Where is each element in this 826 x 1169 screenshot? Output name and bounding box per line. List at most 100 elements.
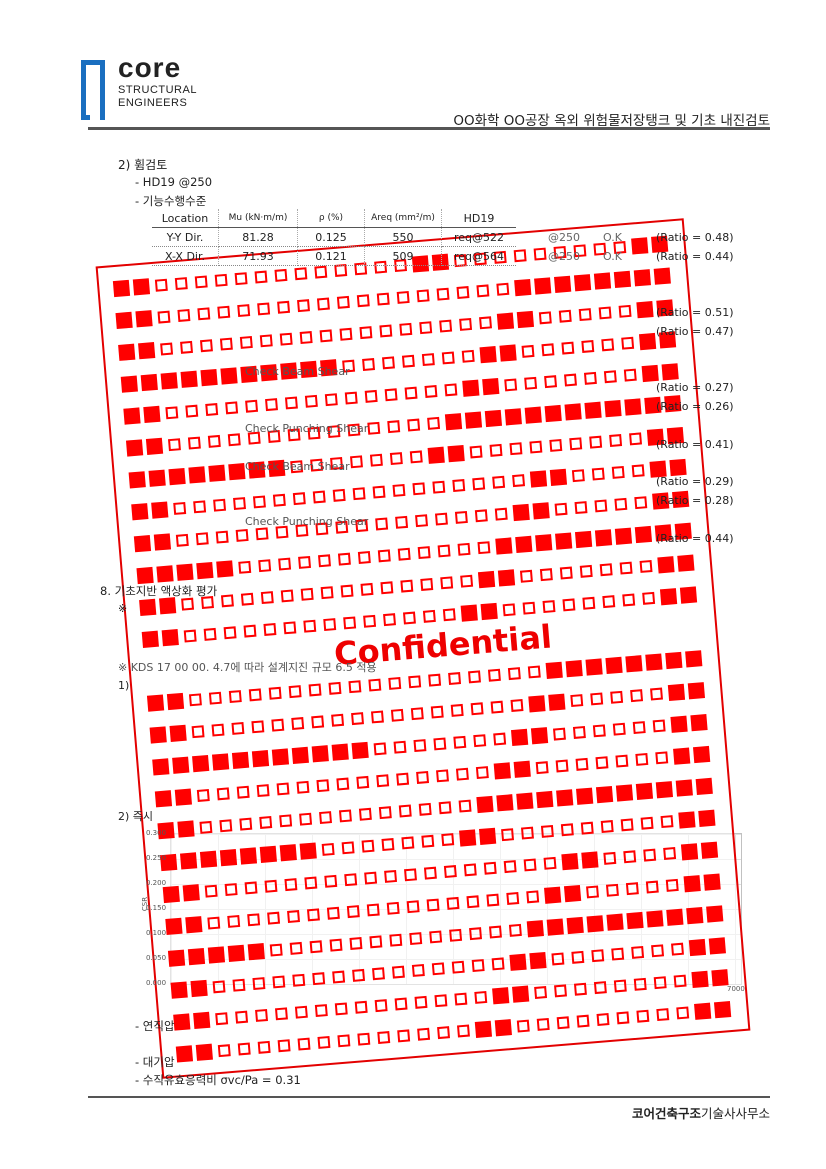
redaction-square bbox=[314, 1004, 328, 1018]
redaction-square bbox=[593, 272, 612, 290]
th-rho: ρ (%) bbox=[297, 209, 365, 228]
redaction-square bbox=[239, 335, 253, 349]
redaction-square bbox=[312, 490, 326, 504]
redaction-square bbox=[139, 598, 157, 617]
redaction-square bbox=[544, 404, 562, 423]
redaction-square bbox=[460, 604, 478, 622]
redaction-square bbox=[412, 482, 426, 496]
redaction-square bbox=[510, 699, 524, 712]
redaction-square bbox=[493, 762, 511, 780]
redaction-square bbox=[519, 569, 533, 583]
cell: 509 bbox=[364, 246, 442, 266]
redaction-square bbox=[238, 560, 252, 574]
redaction-square bbox=[596, 1013, 610, 1026]
redaction-square bbox=[143, 405, 161, 424]
redaction-square bbox=[455, 767, 469, 781]
redaction-square bbox=[602, 595, 616, 609]
redaction-square bbox=[358, 807, 372, 821]
redaction-square bbox=[660, 815, 674, 829]
redaction-square bbox=[234, 272, 248, 286]
redaction-square bbox=[473, 734, 487, 748]
redaction-square bbox=[572, 725, 586, 739]
note-mark: ※ bbox=[118, 602, 128, 615]
redaction-square bbox=[260, 591, 274, 605]
redaction-square bbox=[430, 705, 444, 719]
redaction-square bbox=[297, 299, 310, 313]
redaction-square bbox=[323, 618, 337, 632]
redaction-square bbox=[374, 999, 388, 1013]
redaction-square bbox=[524, 406, 542, 424]
redaction-square bbox=[490, 700, 504, 714]
redaction-square bbox=[594, 499, 608, 513]
redaction-square bbox=[460, 574, 474, 588]
redaction-square bbox=[351, 712, 364, 726]
redaction-square bbox=[477, 570, 496, 589]
redaction-square bbox=[614, 527, 633, 545]
redaction-square bbox=[694, 1002, 712, 1020]
redaction-square bbox=[476, 795, 494, 814]
redaction-square bbox=[484, 409, 503, 428]
redaction-square bbox=[274, 1007, 288, 1021]
redaction-square bbox=[574, 501, 588, 515]
redaction-square bbox=[279, 332, 293, 346]
redaction-square bbox=[474, 509, 488, 523]
redaction-square bbox=[499, 344, 517, 362]
redaction-square bbox=[318, 554, 331, 568]
redaction-square bbox=[317, 1035, 331, 1049]
redaction-square bbox=[235, 1010, 249, 1024]
redaction-square bbox=[635, 782, 654, 800]
ratio-value: (Ratio = 0.44) bbox=[656, 532, 734, 545]
cell: X-X Dir. bbox=[152, 246, 219, 266]
redaction-square bbox=[698, 809, 716, 827]
status-ok: O.K bbox=[603, 250, 622, 263]
redaction-square bbox=[344, 391, 358, 405]
redaction-square bbox=[496, 312, 515, 330]
redaction-square bbox=[655, 781, 674, 799]
redaction-square bbox=[472, 477, 486, 491]
redaction-square bbox=[288, 685, 302, 699]
redaction-square bbox=[416, 289, 430, 303]
redaction-square bbox=[480, 602, 498, 621]
redaction-square bbox=[493, 732, 507, 746]
redaction-square bbox=[592, 724, 606, 738]
redaction-row bbox=[128, 426, 685, 489]
redaction-square bbox=[399, 322, 413, 336]
redaction-square bbox=[375, 517, 389, 531]
redaction-square bbox=[669, 458, 687, 477]
redaction-square bbox=[532, 502, 550, 520]
redaction-square bbox=[482, 377, 500, 396]
table-row: Y-Y Dir. 81.28 0.125 550 req@522 bbox=[152, 227, 516, 247]
redaction-square bbox=[539, 568, 553, 582]
logo-mark bbox=[81, 60, 105, 120]
th-areq: Areq (mm²/m) bbox=[364, 209, 442, 228]
redaction-square bbox=[245, 399, 259, 413]
ratio-value: (Ratio = 0.48) bbox=[656, 231, 734, 244]
redaction-square bbox=[470, 702, 484, 716]
redaction-square bbox=[437, 1026, 451, 1040]
redaction-square bbox=[216, 787, 230, 801]
redaction-square bbox=[320, 586, 334, 600]
redaction-square bbox=[548, 693, 566, 711]
redaction-square bbox=[570, 694, 584, 708]
redaction-square bbox=[564, 403, 582, 421]
redaction-square bbox=[136, 566, 154, 585]
redaction-square bbox=[297, 1037, 311, 1051]
redaction-square bbox=[432, 480, 446, 494]
ratio-value: (Ratio = 0.26) bbox=[656, 400, 734, 413]
ratio-value: (Ratio = 0.44) bbox=[656, 250, 734, 263]
redaction-square bbox=[614, 497, 628, 511]
redaction-square bbox=[217, 305, 231, 319]
redaction-square bbox=[254, 270, 268, 284]
redaction-square bbox=[452, 479, 466, 492]
redaction-row bbox=[123, 363, 679, 425]
shear-label: Check Beam Shear bbox=[245, 365, 350, 378]
redaction-square bbox=[599, 563, 613, 577]
redaction-square bbox=[603, 370, 617, 384]
redaction-square bbox=[427, 416, 441, 430]
redaction-square bbox=[208, 464, 226, 482]
redaction-square bbox=[237, 1042, 251, 1056]
redaction-square bbox=[225, 401, 239, 415]
redaction-square bbox=[448, 672, 462, 685]
redaction-square bbox=[619, 561, 633, 575]
redaction-square bbox=[278, 557, 292, 571]
